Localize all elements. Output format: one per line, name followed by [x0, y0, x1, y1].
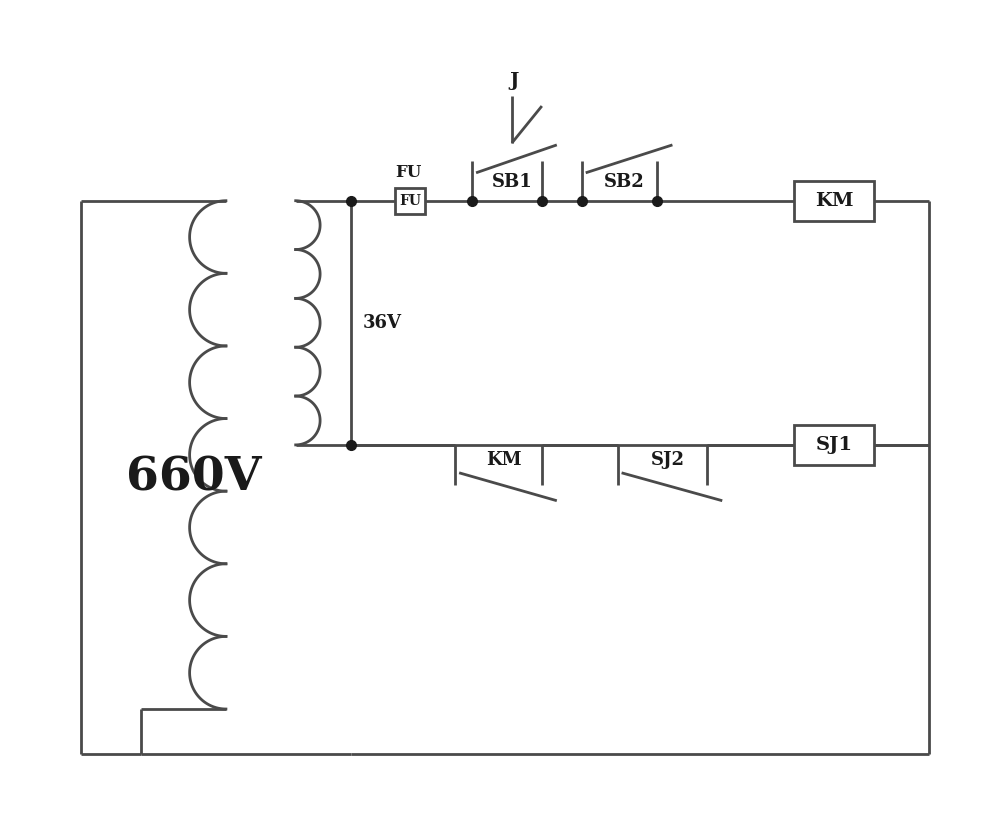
Text: KM: KM	[486, 451, 521, 469]
Text: 660V: 660V	[126, 454, 262, 500]
Text: KM: KM	[815, 192, 853, 210]
Text: SB2: SB2	[604, 173, 645, 191]
Text: J: J	[509, 72, 519, 90]
Text: 36V: 36V	[362, 314, 401, 332]
Bar	[794, 425, 874, 465]
Bar	[395, 188, 425, 213]
Text: SB1: SB1	[492, 173, 532, 191]
Bar	[794, 181, 874, 221]
Text: FU: FU	[395, 164, 421, 181]
Text: SJ1: SJ1	[815, 436, 852, 454]
Text: FU: FU	[399, 193, 421, 208]
Text: SJ2: SJ2	[650, 451, 684, 469]
